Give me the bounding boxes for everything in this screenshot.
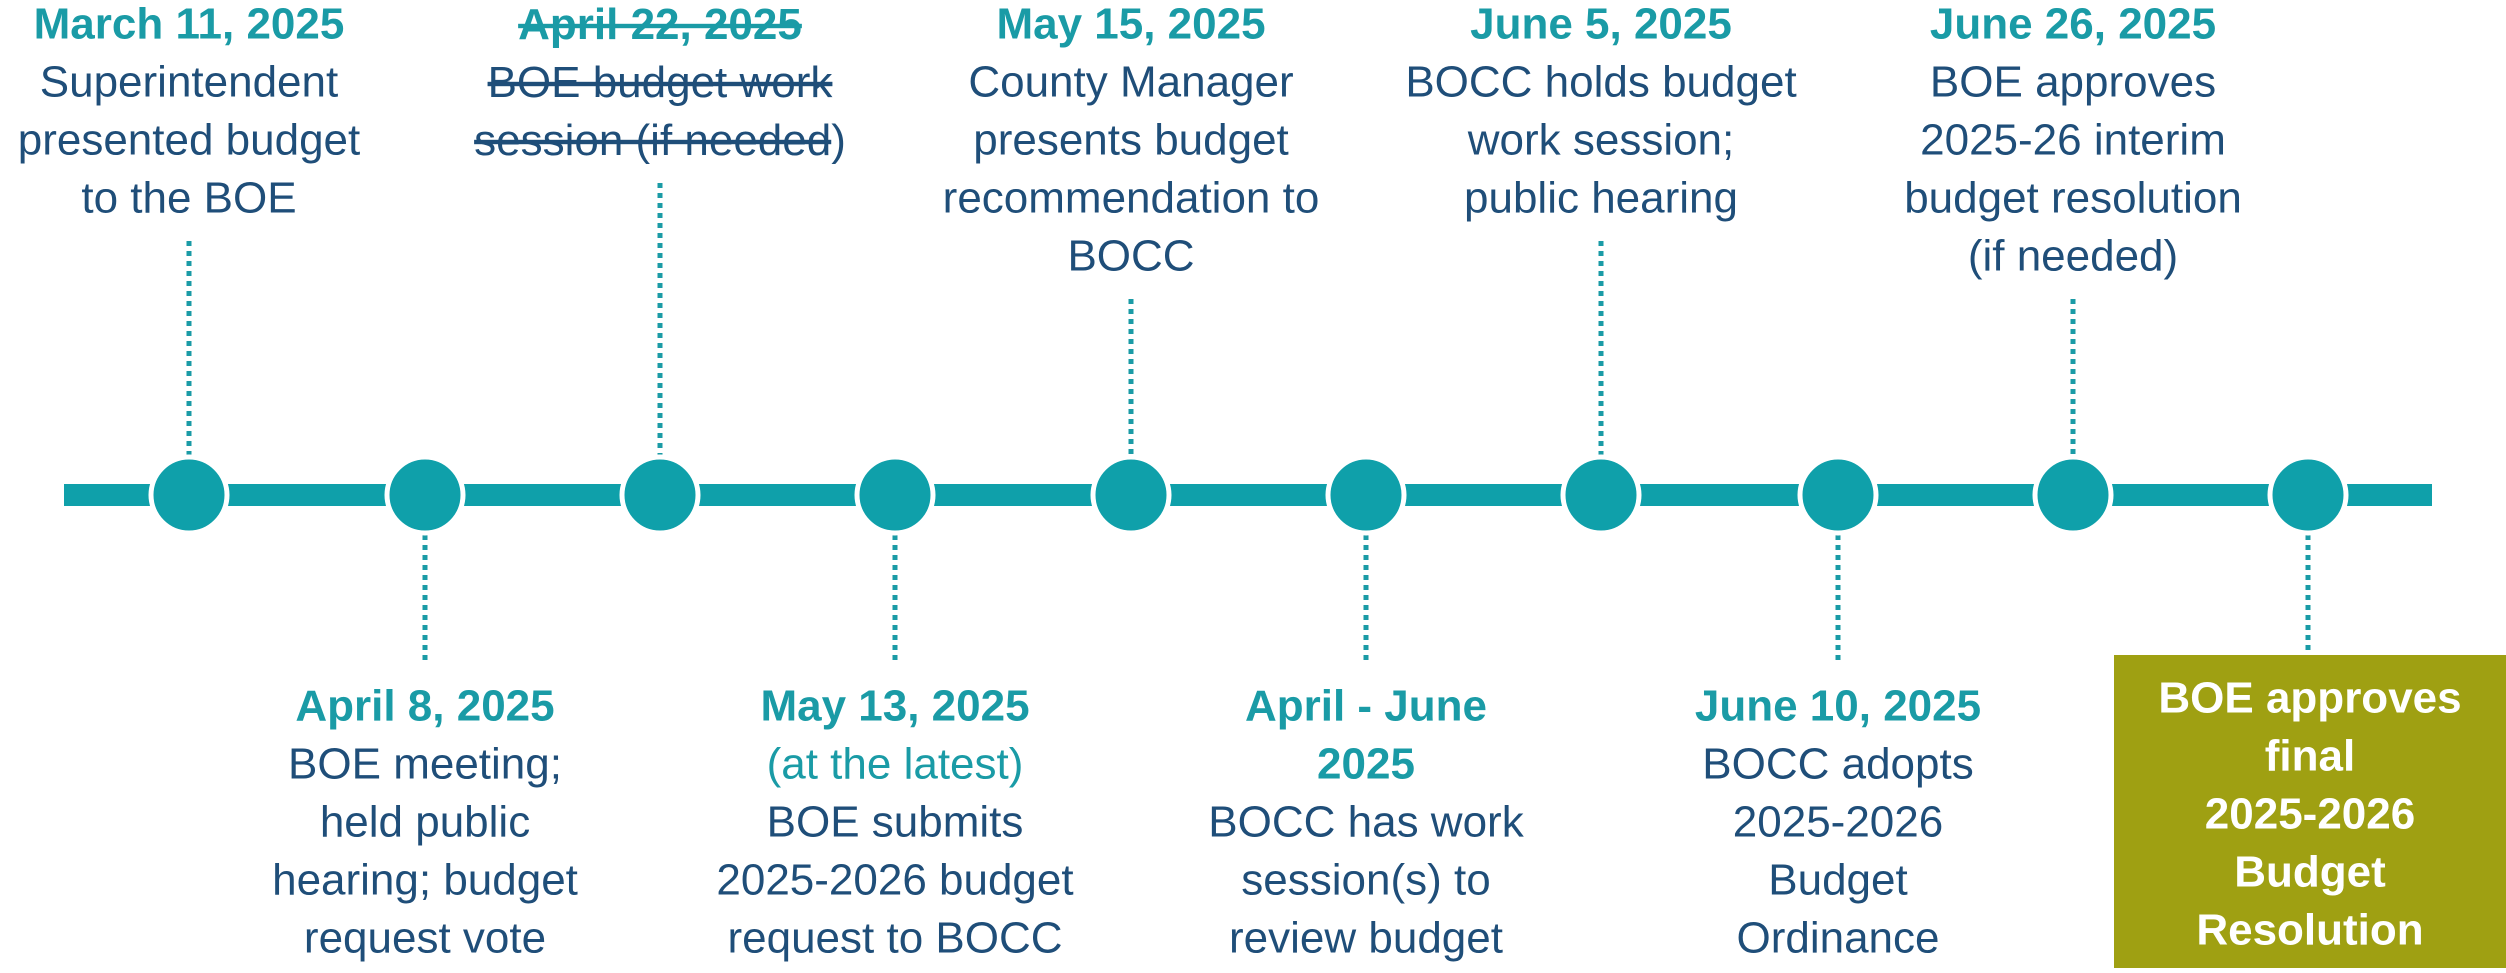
event-note: (at the latest) — [767, 740, 1024, 789]
event-text: BOCC has work — [1208, 798, 1524, 847]
event-date: May 15, 2025 — [996, 0, 1265, 49]
event-text: request to BOCC — [727, 914, 1062, 963]
event-date: May 13, 2025 — [760, 682, 1029, 731]
event-text: (if needed) — [1968, 232, 2178, 281]
event-text: recommendation to — [943, 174, 1320, 223]
event-date: June 26, 2025 — [1930, 0, 2216, 49]
event-text: Budget — [1768, 856, 1907, 905]
event-text: BOE approves — [1930, 58, 2216, 107]
event-text: BOE budget work — [488, 58, 834, 107]
event-text: County Manager — [968, 58, 1293, 107]
text-segment: April 22, 2025 — [518, 0, 802, 49]
milestone — [854, 454, 936, 536]
event-date: March 11, 2025 — [34, 0, 345, 49]
milestone — [1560, 454, 1642, 536]
milestone — [2032, 454, 2114, 536]
event-text: BOE meeting; — [288, 740, 562, 789]
event-text: Ordinance — [1736, 914, 1939, 963]
event-text: held public — [320, 798, 530, 847]
milestone — [1797, 454, 1879, 536]
milestone — [1090, 454, 1172, 536]
event-text: session(s) to — [1241, 856, 1490, 905]
event-date: June 10, 2025 — [1695, 682, 1981, 731]
final-text: Resolution — [2196, 906, 2423, 955]
event-text: presents budget — [973, 116, 1289, 165]
event-text: BOCC adopts — [1702, 740, 1973, 789]
event-text: work session; — [1467, 116, 1735, 165]
event-date: April 8, 2025 — [295, 682, 554, 731]
event-text: BOCC — [1067, 232, 1194, 281]
event-date: 2025 — [1317, 740, 1415, 789]
event-text: presented budget — [18, 116, 361, 165]
event-date: April 22, 2025 — [518, 0, 802, 49]
event-text: 2025-26 interim — [1920, 116, 2226, 165]
final-text: Budget — [2234, 848, 2386, 897]
final-text: final — [2265, 732, 2355, 781]
event-text: hearing; budget — [272, 856, 578, 905]
event-text: review budget — [1229, 914, 1503, 963]
event-text: request vote — [304, 914, 546, 963]
milestone — [384, 454, 466, 536]
milestone — [1325, 454, 1407, 536]
event-text: budget resolution — [1904, 174, 2242, 223]
event-text: 2025-2026 — [1733, 798, 1943, 847]
final-box — [2114, 655, 2506, 968]
event-text: BOCC holds budget — [1405, 58, 1796, 107]
event-text: Superintendent — [40, 58, 338, 107]
event-text: BOE submits — [767, 798, 1024, 847]
milestone — [619, 454, 701, 536]
milestone — [2267, 454, 2349, 536]
final-text: BOE approves — [2158, 674, 2461, 723]
text-segment: ) — [831, 116, 846, 165]
event-text: public hearing — [1464, 174, 1738, 223]
event-text: to the BOE — [81, 174, 296, 223]
text-segment: session (if needed — [474, 116, 831, 165]
milestone — [148, 454, 230, 536]
event-text: session (if needed) — [474, 116, 846, 165]
event-date: April - June — [1245, 682, 1487, 731]
final-text: 2025-2026 — [2205, 790, 2415, 839]
text-segment: BOE budget work — [488, 58, 834, 107]
event-text: 2025-2026 budget — [716, 856, 1073, 905]
event-date: June 5, 2025 — [1470, 0, 1732, 49]
